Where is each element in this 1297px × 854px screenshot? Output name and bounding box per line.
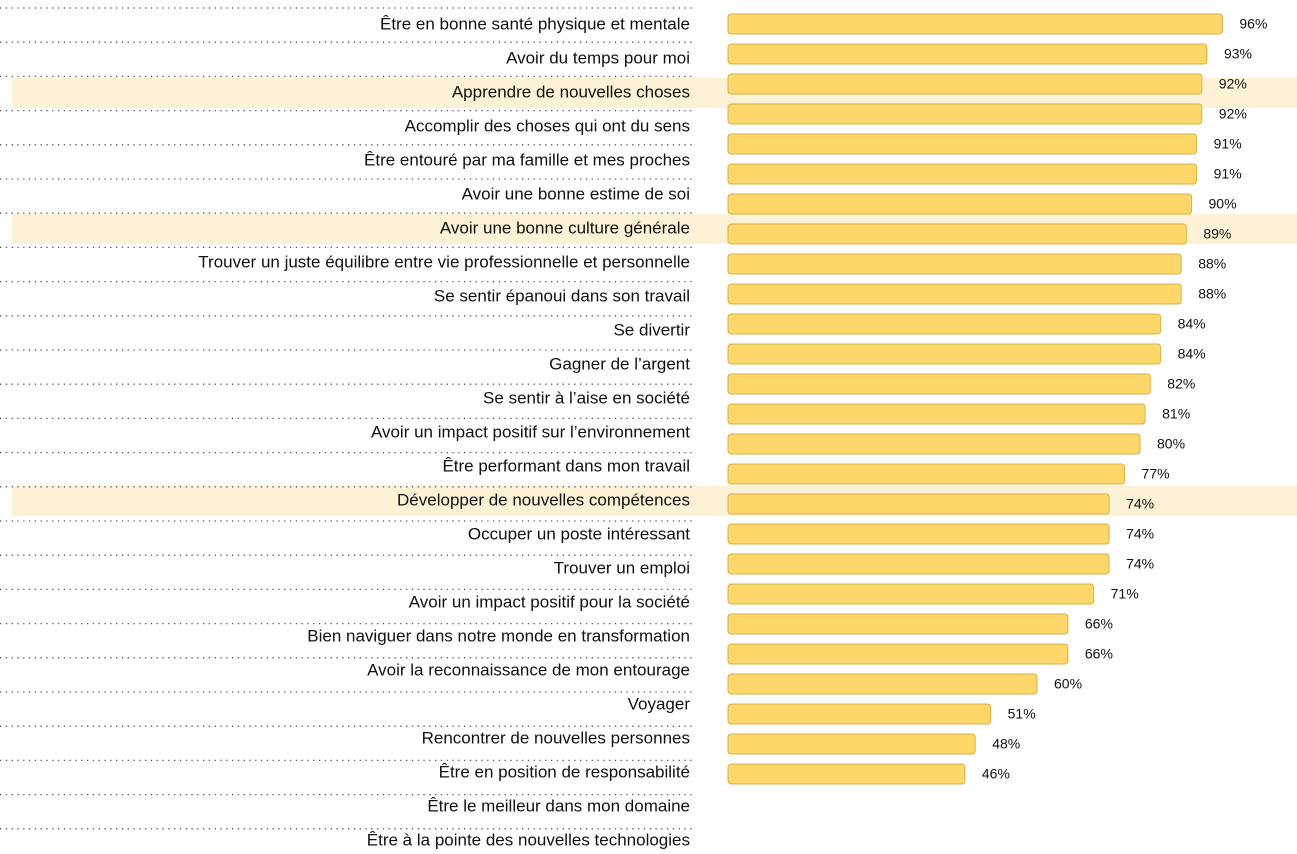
bar bbox=[727, 643, 1069, 665]
bar bbox=[727, 523, 1110, 545]
row-label: Être le meilleur dans mon domaine bbox=[427, 796, 690, 815]
value-label: 88% bbox=[1198, 256, 1226, 272]
row-label: Avoir un impact positif pour la société bbox=[409, 592, 690, 611]
bar bbox=[727, 373, 1151, 395]
row-label: Gagner de l’argent bbox=[549, 354, 690, 373]
bar bbox=[727, 253, 1182, 275]
row-label: Avoir la reconnaissance de mon entourage bbox=[367, 660, 690, 679]
bar bbox=[727, 403, 1146, 425]
row-label: Apprendre de nouvelles choses bbox=[452, 82, 690, 101]
row-label: Être performant dans mon travail bbox=[442, 456, 690, 475]
row-label: Avoir du temps pour moi bbox=[506, 48, 690, 67]
value-label: 71% bbox=[1111, 586, 1139, 602]
value-label: 96% bbox=[1239, 16, 1267, 32]
value-label: 74% bbox=[1126, 526, 1154, 542]
row-label: Bien naviguer dans notre monde en transf… bbox=[307, 626, 690, 645]
value-label: 90% bbox=[1209, 196, 1237, 212]
row-label: Être en bonne santé physique et mentale bbox=[380, 14, 690, 33]
bar bbox=[727, 703, 992, 725]
row-label: Trouver un juste équilibre entre vie pro… bbox=[198, 252, 690, 271]
value-label: 74% bbox=[1126, 556, 1154, 572]
value-label: 66% bbox=[1085, 646, 1113, 662]
bar bbox=[727, 433, 1141, 455]
row-label: Avoir une bonne estime de soi bbox=[462, 184, 690, 203]
value-label: 80% bbox=[1157, 436, 1185, 452]
row-label: Rencontrer de nouvelles personnes bbox=[422, 728, 690, 747]
row-label: Se divertir bbox=[613, 320, 690, 339]
bar bbox=[727, 763, 966, 785]
bar bbox=[727, 43, 1208, 65]
value-label: 60% bbox=[1054, 676, 1082, 692]
value-label: 89% bbox=[1203, 226, 1231, 242]
row-label: Accomplir des choses qui ont du sens bbox=[405, 116, 690, 135]
bar bbox=[727, 673, 1038, 695]
row-label: Être entouré par ma famille et mes proch… bbox=[364, 150, 690, 169]
bar bbox=[727, 193, 1192, 215]
value-label: 92% bbox=[1219, 76, 1247, 92]
bar bbox=[727, 733, 976, 755]
bar bbox=[727, 583, 1095, 605]
row-label: Avoir un impact positif sur l’environnem… bbox=[371, 422, 690, 441]
value-label: 88% bbox=[1198, 286, 1226, 302]
row-label: Voyager bbox=[628, 694, 691, 713]
row-label: Trouver un emploi bbox=[554, 558, 690, 577]
value-label: 46% bbox=[982, 766, 1010, 782]
value-label: 51% bbox=[1008, 706, 1036, 722]
row-label: Se sentir épanoui dans son travail bbox=[434, 286, 690, 305]
value-label: 48% bbox=[992, 736, 1020, 752]
bar bbox=[727, 283, 1182, 305]
row-label: Se sentir à l’aise en société bbox=[483, 388, 690, 407]
bar bbox=[727, 133, 1198, 155]
bar bbox=[727, 613, 1069, 635]
bar bbox=[727, 343, 1162, 365]
bar bbox=[727, 73, 1203, 95]
value-label: 92% bbox=[1219, 106, 1247, 122]
value-label: 84% bbox=[1178, 346, 1206, 362]
value-label: 74% bbox=[1126, 496, 1154, 512]
value-label: 91% bbox=[1214, 166, 1242, 182]
value-label: 77% bbox=[1142, 466, 1170, 482]
row-label: Développer de nouvelles compétences bbox=[397, 490, 690, 509]
bar bbox=[727, 463, 1126, 485]
row-label: Occuper un poste intéressant bbox=[468, 524, 690, 543]
value-label: 93% bbox=[1224, 46, 1252, 62]
row-label: Être en position de responsabilité bbox=[439, 762, 690, 781]
bar bbox=[727, 13, 1223, 35]
bar bbox=[727, 313, 1162, 335]
row-label: Avoir une bonne culture générale bbox=[440, 218, 690, 237]
value-label: 91% bbox=[1214, 136, 1242, 152]
value-label: 81% bbox=[1162, 406, 1190, 422]
value-label: 82% bbox=[1167, 376, 1195, 392]
value-label: 66% bbox=[1085, 616, 1113, 632]
bar bbox=[727, 223, 1187, 245]
value-label: 84% bbox=[1178, 316, 1206, 332]
bar bbox=[727, 163, 1198, 185]
bar bbox=[727, 103, 1203, 125]
bar bbox=[727, 553, 1110, 575]
row-label: Être à la pointe des nouvelles technolog… bbox=[367, 830, 690, 849]
bar bbox=[727, 493, 1110, 515]
